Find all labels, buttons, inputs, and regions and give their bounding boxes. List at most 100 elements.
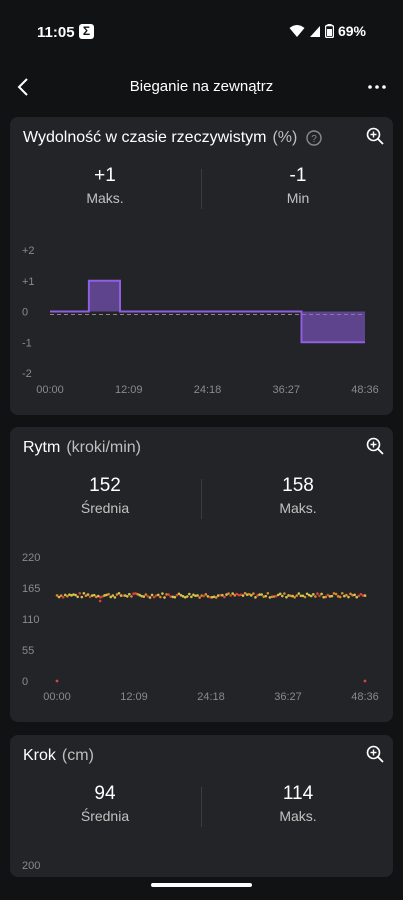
data-point bbox=[187, 592, 191, 596]
data-point bbox=[347, 595, 350, 599]
x-tick-label: 48:36 bbox=[351, 384, 379, 396]
data-point bbox=[74, 593, 77, 597]
wifi-icon bbox=[289, 25, 305, 37]
data-point bbox=[268, 596, 272, 599]
data-point bbox=[80, 595, 84, 599]
data-point bbox=[173, 595, 177, 599]
data-point bbox=[136, 592, 139, 596]
data-point bbox=[322, 595, 325, 599]
stat-value: 114 bbox=[282, 783, 314, 804]
data-point bbox=[252, 592, 255, 595]
data-point bbox=[343, 594, 346, 598]
data-point bbox=[278, 592, 282, 596]
stat-label: Średnia bbox=[80, 808, 130, 824]
data-point bbox=[272, 595, 276, 598]
data-point bbox=[237, 593, 241, 597]
data-point bbox=[361, 594, 365, 597]
data-point bbox=[314, 595, 317, 598]
data-point bbox=[97, 594, 100, 598]
back-arrow-icon[interactable] bbox=[12, 75, 36, 99]
status-time: 11:05 bbox=[37, 24, 75, 41]
data-point bbox=[256, 594, 259, 597]
data-point bbox=[55, 594, 59, 597]
data-point bbox=[142, 595, 146, 598]
data-point bbox=[61, 595, 65, 599]
y-tick-label: 220 bbox=[22, 552, 40, 564]
data-point bbox=[132, 592, 135, 596]
data-point bbox=[78, 592, 82, 595]
data-point bbox=[262, 595, 266, 598]
data-point bbox=[293, 596, 297, 599]
data-point bbox=[285, 595, 288, 599]
more-options-icon[interactable] bbox=[365, 75, 389, 99]
zoom-in-icon[interactable] bbox=[365, 436, 385, 456]
data-point bbox=[154, 594, 158, 597]
data-point bbox=[86, 593, 90, 596]
data-point bbox=[109, 595, 113, 599]
data-point bbox=[332, 592, 336, 595]
data-point bbox=[266, 591, 270, 595]
data-point bbox=[305, 592, 309, 596]
stat-value: +1 bbox=[94, 165, 116, 186]
battery-icon bbox=[324, 24, 334, 38]
data-point bbox=[179, 594, 183, 597]
stride-unit: (cm) bbox=[61, 747, 94, 764]
data-point bbox=[245, 593, 249, 596]
data-point bbox=[72, 593, 75, 596]
data-point bbox=[276, 593, 280, 597]
stat-average: 94 Średnia bbox=[10, 783, 200, 824]
data-point bbox=[98, 599, 102, 603]
data-point bbox=[171, 595, 175, 599]
data-point bbox=[115, 593, 119, 596]
performance-chart[interactable]: +2 +1 0 -1 -2 00:00 12:09 24:18 36:27 48:36 bbox=[10, 117, 393, 415]
data-point bbox=[241, 594, 245, 597]
data-point bbox=[231, 592, 235, 595]
data-point bbox=[63, 593, 67, 597]
data-point bbox=[103, 594, 106, 597]
help-icon[interactable]: ? bbox=[305, 129, 323, 147]
cadence-chart[interactable]: 220 165 110 55 0 00:00 12:09 24:18 36:27 48:36 bbox=[10, 427, 393, 722]
data-point bbox=[212, 595, 216, 599]
gesture-navigation-bar[interactable] bbox=[151, 883, 252, 887]
stat-max: +1 Maks. bbox=[10, 165, 200, 206]
y-tick-label: 110 bbox=[22, 614, 40, 626]
cell-signal-icon bbox=[309, 25, 320, 37]
data-point bbox=[196, 594, 199, 597]
status-right: 69% bbox=[289, 23, 366, 39]
data-point bbox=[221, 593, 224, 597]
stat-value: -1 bbox=[289, 165, 307, 186]
data-point bbox=[113, 596, 117, 599]
data-point bbox=[363, 679, 367, 683]
data-point bbox=[281, 594, 284, 598]
data-point bbox=[88, 595, 92, 599]
data-point bbox=[198, 596, 201, 599]
y-tick-label: +1 bbox=[22, 276, 35, 288]
data-point bbox=[107, 592, 110, 596]
data-point bbox=[239, 593, 243, 597]
data-point bbox=[55, 679, 59, 683]
stat-label: Maks. bbox=[279, 808, 317, 824]
stat-min: -1 Min bbox=[203, 165, 393, 206]
cadence-title: Rytm bbox=[23, 439, 61, 456]
top-app-bar: Bieganie na zewnątrz bbox=[0, 62, 403, 114]
battery-level: 69% bbox=[337, 23, 366, 39]
data-point bbox=[303, 595, 307, 599]
data-point bbox=[146, 595, 150, 598]
stat-max: 114 Maks. bbox=[203, 783, 393, 824]
data-point bbox=[200, 594, 203, 597]
data-point bbox=[90, 594, 94, 597]
area-segment bbox=[88, 280, 120, 312]
x-tick-label: 12:09 bbox=[115, 384, 143, 396]
data-point bbox=[336, 595, 340, 598]
data-point bbox=[299, 594, 303, 598]
data-point bbox=[94, 595, 98, 599]
y-tick-label: +2 bbox=[22, 245, 35, 257]
stat-average: 152 Średnia bbox=[10, 475, 200, 516]
stride-stats: 94 Średnia 114 Maks. bbox=[10, 783, 393, 831]
data-point bbox=[247, 592, 251, 596]
data-point bbox=[208, 595, 212, 599]
cadence-unit: (kroki/min) bbox=[66, 439, 141, 456]
x-tick-label: 36:27 bbox=[274, 691, 302, 703]
zoom-in-icon[interactable] bbox=[365, 744, 385, 764]
zoom-in-icon[interactable] bbox=[365, 126, 385, 146]
